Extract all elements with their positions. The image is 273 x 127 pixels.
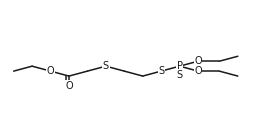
Text: P: P [177, 61, 183, 71]
Text: O: O [47, 66, 54, 76]
Text: O: O [65, 81, 73, 91]
Text: S: S [103, 61, 109, 71]
Text: S: S [158, 66, 164, 76]
Text: O: O [194, 56, 202, 66]
Text: O: O [194, 66, 202, 76]
Text: S: S [177, 70, 183, 80]
